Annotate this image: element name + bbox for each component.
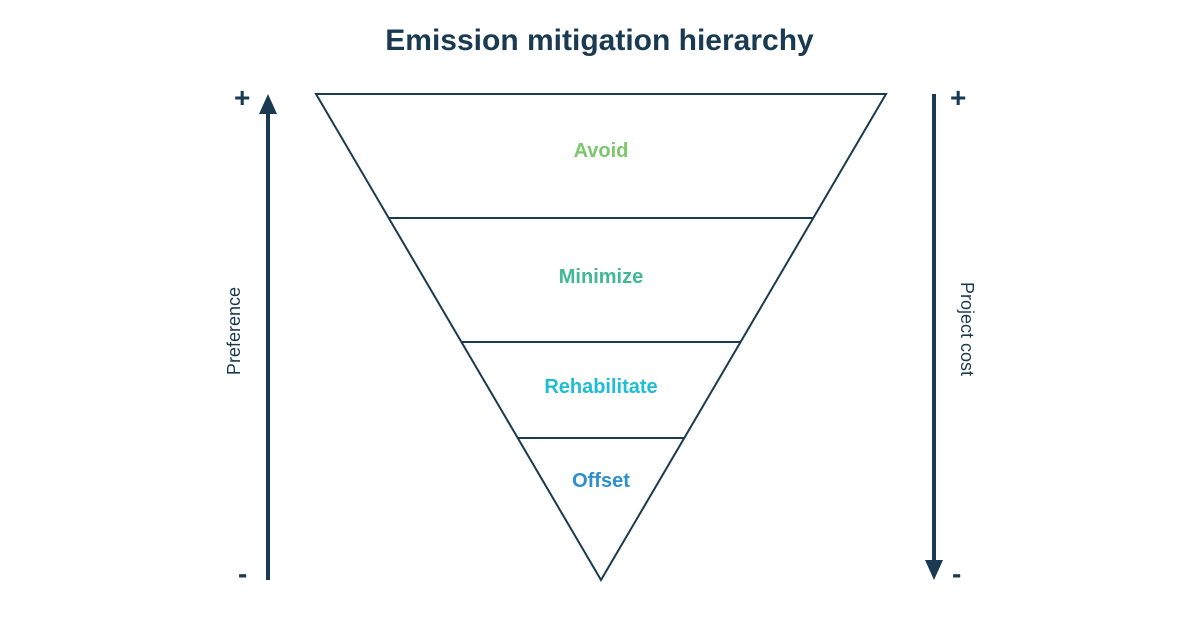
right-axis-minus: - xyxy=(952,558,961,590)
left-axis-arrow xyxy=(259,94,277,580)
left-axis-minus: - xyxy=(238,558,247,590)
level-offset: Offset xyxy=(501,470,701,493)
triangle-outline xyxy=(316,94,886,580)
level-rehabilitate: Rehabilitate xyxy=(501,376,701,399)
hierarchy-diagram: Avoid Minimize Rehabilitate Offset + - P… xyxy=(0,80,1199,610)
level-minimize: Minimize xyxy=(501,266,701,289)
left-axis-plus: + xyxy=(234,82,250,114)
right-axis-plus: + xyxy=(950,82,966,114)
right-axis-label: Project cost xyxy=(956,282,977,376)
level-avoid: Avoid xyxy=(501,140,701,163)
right-axis-arrow xyxy=(925,94,943,580)
left-axis-label: Preference xyxy=(224,287,245,375)
diagram-title: Emission mitigation hierarchy xyxy=(0,24,1199,58)
